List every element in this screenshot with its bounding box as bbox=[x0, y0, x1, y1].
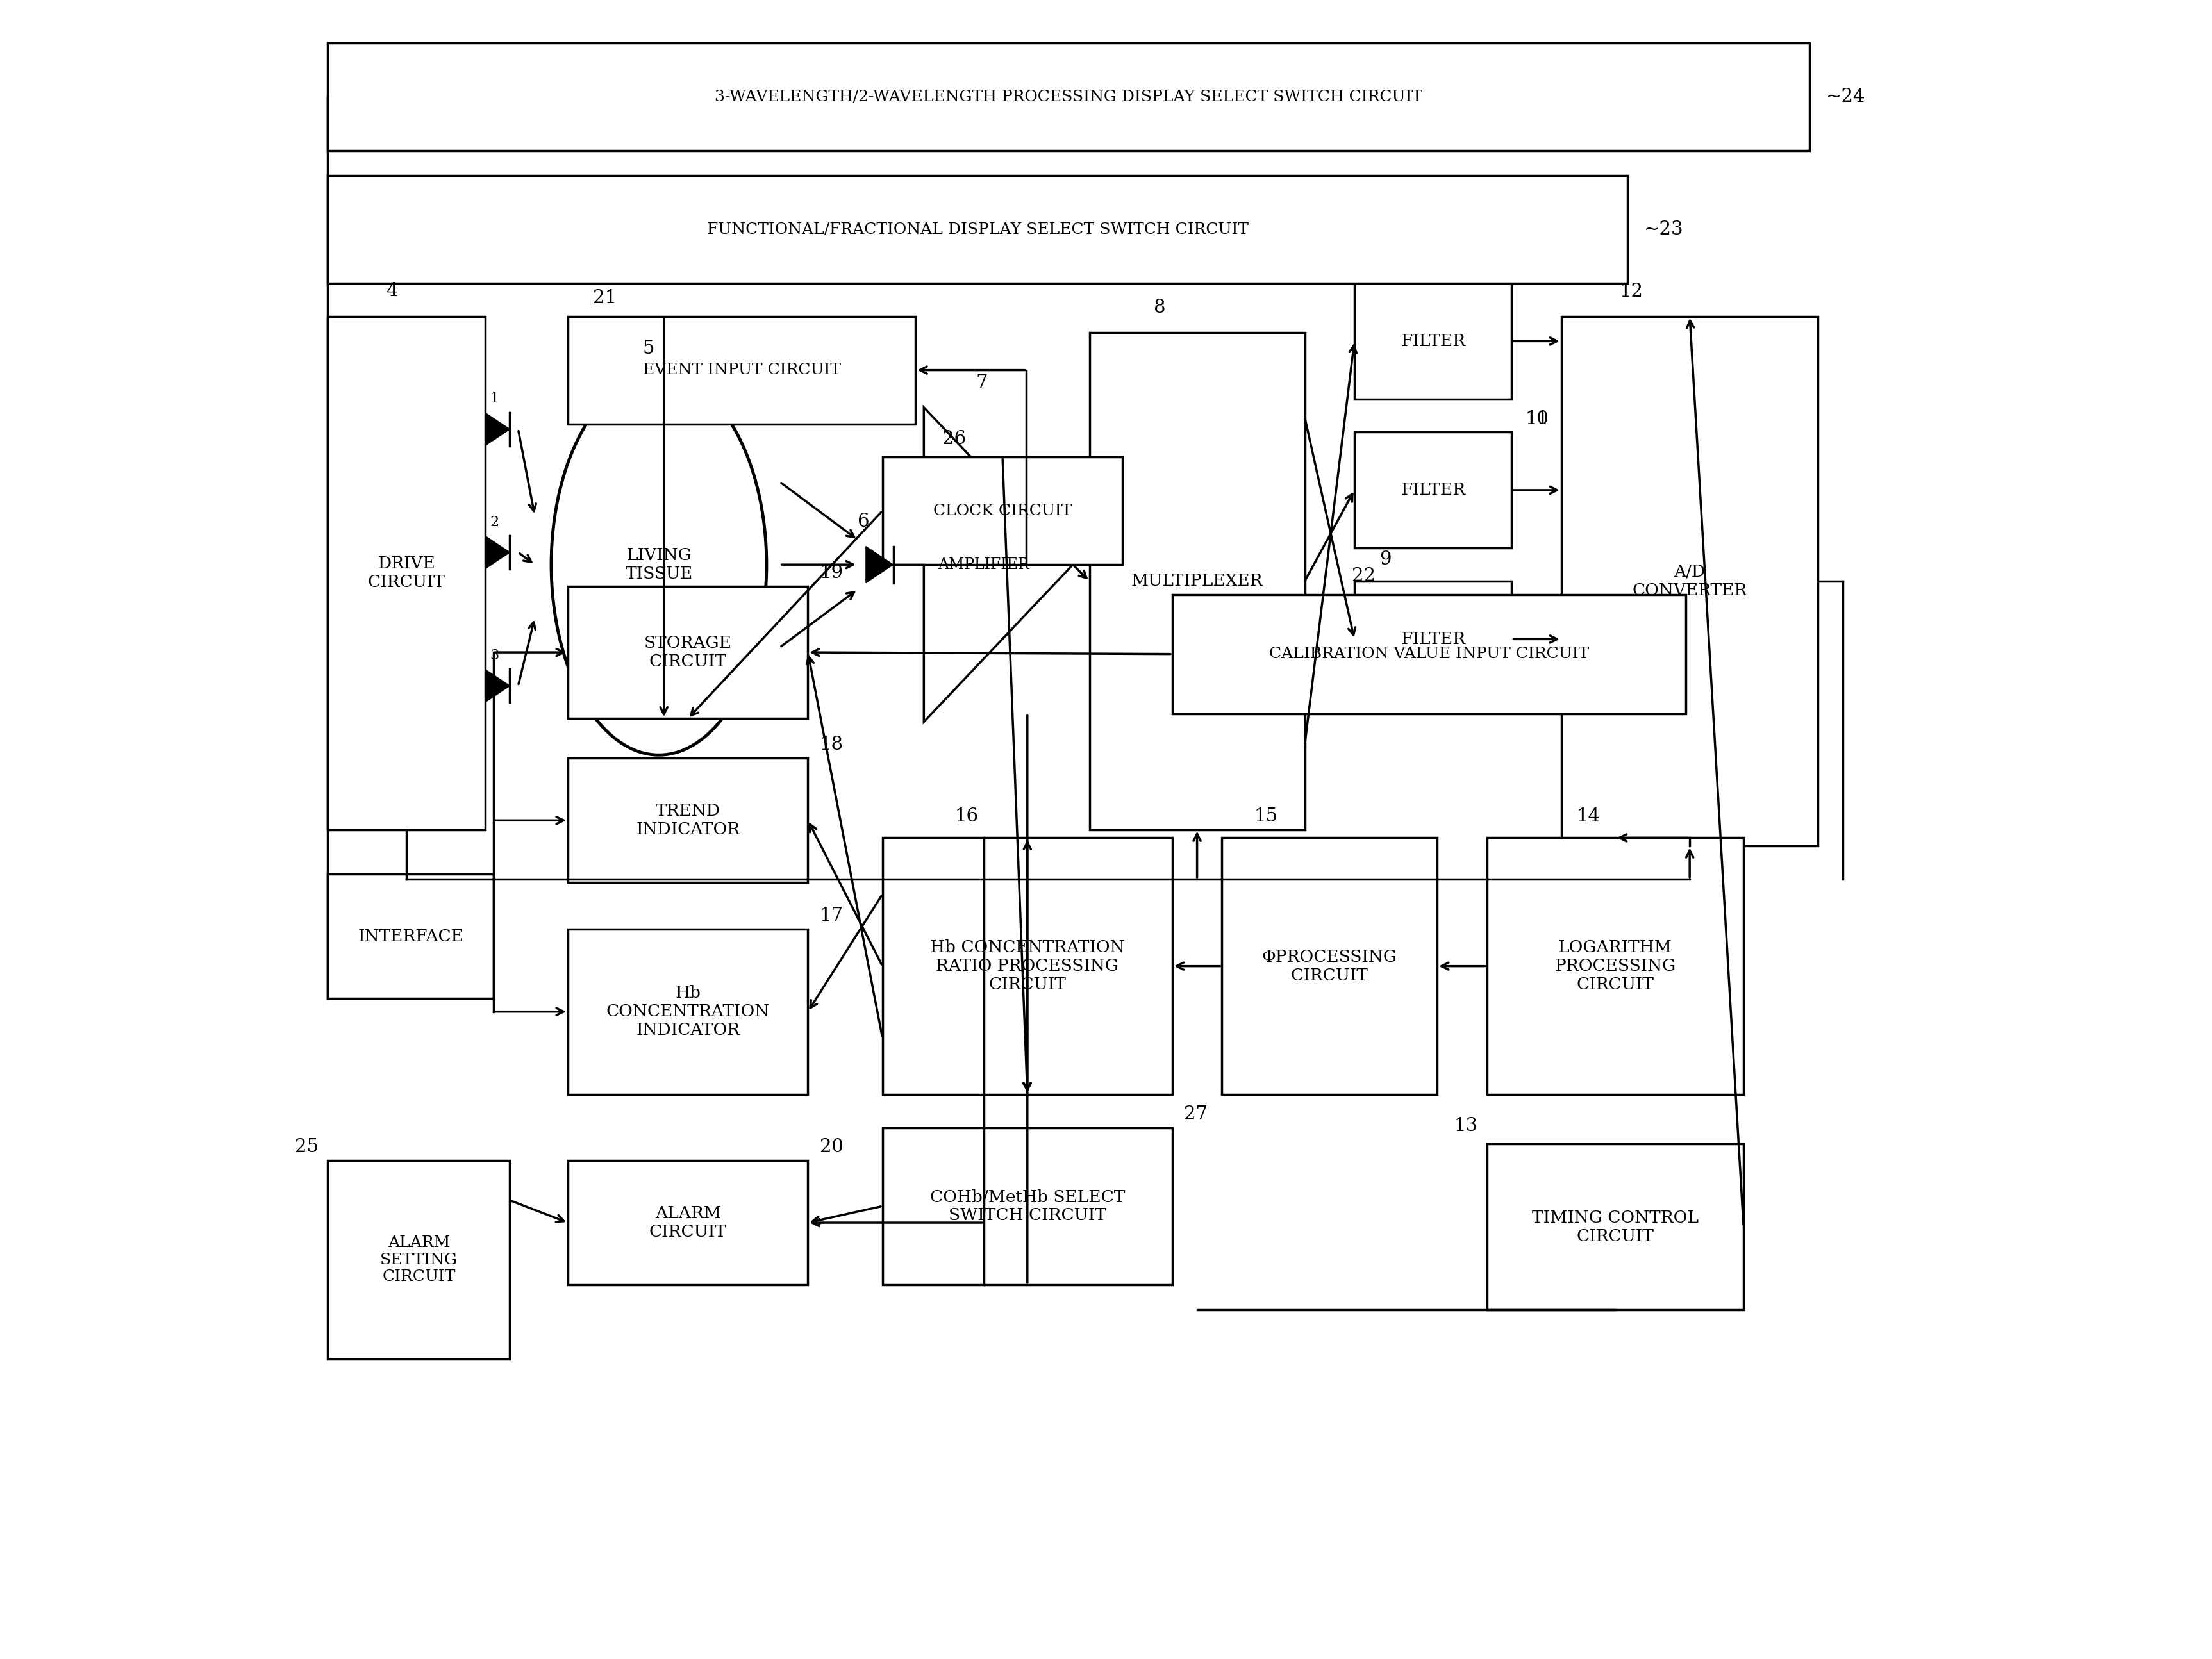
Bar bbox=[1486, 838, 1743, 1095]
Text: 1: 1 bbox=[491, 392, 500, 406]
Text: LOGARITHM
PROCESSING
CIRCUIT: LOGARITHM PROCESSING CIRCUIT bbox=[1555, 939, 1677, 992]
Text: FILTER: FILTER bbox=[1400, 483, 1467, 498]
Text: 5: 5 bbox=[641, 340, 655, 358]
Text: 13: 13 bbox=[1453, 1117, 1478, 1135]
Text: ALARM
CIRCUIT: ALARM CIRCUIT bbox=[648, 1206, 726, 1239]
Text: 2: 2 bbox=[491, 514, 500, 529]
Bar bbox=[568, 1161, 807, 1284]
Text: COHb/MetHb SELECT
SWITCH CIRCUIT: COHb/MetHb SELECT SWITCH CIRCUIT bbox=[929, 1190, 1126, 1223]
Bar bbox=[568, 586, 807, 718]
Text: 12: 12 bbox=[1619, 282, 1644, 300]
Bar bbox=[327, 176, 1628, 284]
Text: 11: 11 bbox=[1524, 410, 1548, 428]
Text: 4: 4 bbox=[385, 282, 398, 300]
Text: MULTIPLEXER: MULTIPLEXER bbox=[1130, 572, 1263, 589]
Text: ΦPROCESSING
CIRCUIT: ΦPROCESSING CIRCUIT bbox=[1261, 949, 1398, 984]
Text: FUNCTIONAL/FRACTIONAL DISPLAY SELECT SWITCH CIRCUIT: FUNCTIONAL/FRACTIONAL DISPLAY SELECT SWI… bbox=[708, 222, 1248, 237]
Bar bbox=[327, 317, 484, 830]
Text: EVENT INPUT CIRCUIT: EVENT INPUT CIRCUIT bbox=[644, 363, 841, 378]
Text: Hb CONCENTRATION
RATIO PROCESSING
CIRCUIT: Hb CONCENTRATION RATIO PROCESSING CIRCUI… bbox=[929, 939, 1124, 992]
Text: 22: 22 bbox=[1352, 567, 1376, 586]
Text: FILTER: FILTER bbox=[1400, 630, 1467, 647]
Bar bbox=[883, 1128, 1172, 1284]
Bar bbox=[568, 758, 807, 883]
Text: 26: 26 bbox=[942, 430, 967, 448]
Text: 9: 9 bbox=[1380, 551, 1391, 569]
Bar bbox=[1354, 433, 1511, 547]
Text: CLOCK CIRCUIT: CLOCK CIRCUIT bbox=[933, 503, 1073, 518]
Bar bbox=[568, 317, 916, 425]
Text: 3-WAVELENGTH/2-WAVELENGTH PROCESSING DISPLAY SELECT SWITCH CIRCUIT: 3-WAVELENGTH/2-WAVELENGTH PROCESSING DIS… bbox=[714, 90, 1422, 105]
Polygon shape bbox=[484, 669, 511, 702]
Text: ALARM
SETTING
CIRCUIT: ALARM SETTING CIRCUIT bbox=[380, 1236, 458, 1284]
Text: A/D
CONVERTER: A/D CONVERTER bbox=[1632, 564, 1747, 599]
Bar bbox=[1354, 581, 1511, 697]
Text: 16: 16 bbox=[956, 808, 978, 825]
Polygon shape bbox=[484, 536, 511, 569]
Text: 19: 19 bbox=[818, 564, 843, 582]
Bar bbox=[1486, 1145, 1743, 1309]
Text: DRIVE
CIRCUIT: DRIVE CIRCUIT bbox=[367, 556, 445, 591]
Text: 6: 6 bbox=[858, 513, 869, 531]
Bar bbox=[1172, 594, 1686, 713]
Text: 27: 27 bbox=[1183, 1105, 1208, 1123]
Text: 10: 10 bbox=[1524, 410, 1548, 428]
Text: 7: 7 bbox=[975, 373, 989, 392]
Bar bbox=[1221, 838, 1438, 1095]
Text: CALIBRATION VALUE INPUT CIRCUIT: CALIBRATION VALUE INPUT CIRCUIT bbox=[1270, 647, 1588, 662]
Text: 21: 21 bbox=[593, 289, 617, 307]
Text: TIMING CONTROL
CIRCUIT: TIMING CONTROL CIRCUIT bbox=[1533, 1209, 1699, 1244]
Polygon shape bbox=[484, 413, 511, 446]
Ellipse shape bbox=[551, 375, 768, 755]
Text: INTERFACE: INTERFACE bbox=[358, 929, 462, 944]
Text: FILTER: FILTER bbox=[1400, 333, 1467, 348]
Text: AMPLIFIER: AMPLIFIER bbox=[938, 557, 1029, 572]
Bar bbox=[1562, 317, 1818, 846]
Text: ~24: ~24 bbox=[1827, 88, 1865, 106]
Text: Hb
CONCENTRATION
INDICATOR: Hb CONCENTRATION INDICATOR bbox=[606, 985, 770, 1039]
Bar bbox=[883, 456, 1121, 564]
Bar bbox=[883, 838, 1172, 1095]
Text: STORAGE
CIRCUIT: STORAGE CIRCUIT bbox=[644, 635, 732, 670]
Text: 17: 17 bbox=[818, 906, 843, 924]
Text: 18: 18 bbox=[818, 737, 843, 753]
Text: ~23: ~23 bbox=[1644, 221, 1683, 239]
Text: 14: 14 bbox=[1577, 808, 1601, 825]
Polygon shape bbox=[865, 546, 894, 582]
Bar bbox=[327, 43, 1809, 151]
Bar bbox=[1091, 333, 1305, 830]
Bar bbox=[327, 1161, 511, 1359]
Text: 15: 15 bbox=[1254, 808, 1279, 825]
Polygon shape bbox=[925, 408, 1073, 722]
Text: 20: 20 bbox=[818, 1138, 843, 1156]
Text: 8: 8 bbox=[1155, 299, 1166, 317]
Bar bbox=[568, 929, 807, 1095]
Text: LIVING
TISSUE: LIVING TISSUE bbox=[626, 547, 692, 582]
Text: 25: 25 bbox=[294, 1138, 319, 1156]
Text: TREND
INDICATOR: TREND INDICATOR bbox=[635, 803, 739, 838]
Bar bbox=[327, 874, 493, 999]
Bar bbox=[1354, 284, 1511, 400]
Text: 3: 3 bbox=[491, 649, 500, 662]
